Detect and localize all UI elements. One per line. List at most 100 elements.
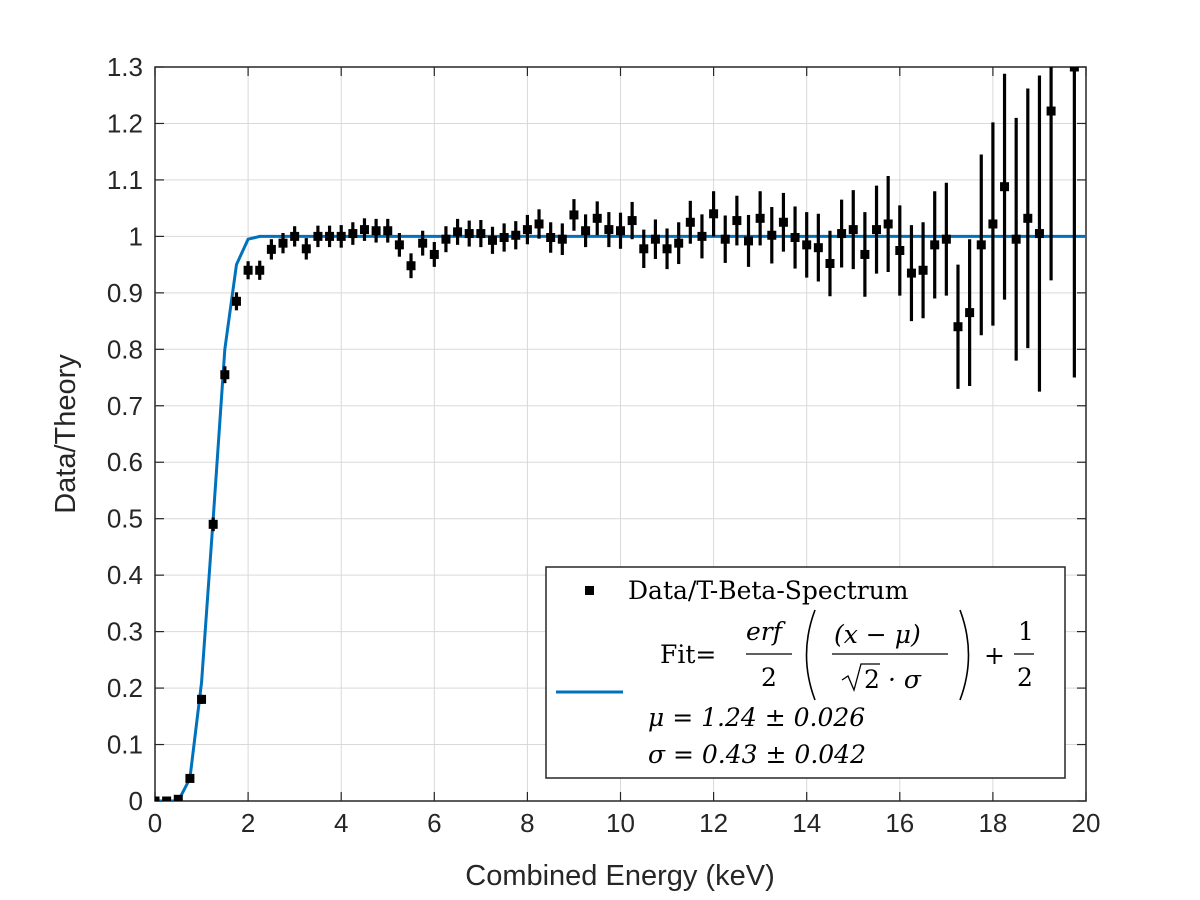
ticks xyxy=(154,66,1087,802)
data-point xyxy=(278,238,288,248)
data-point xyxy=(778,217,788,227)
data-point xyxy=(790,233,800,243)
data-point xyxy=(1069,67,1079,72)
x-tick-label: 8 xyxy=(520,808,534,838)
data-point xyxy=(616,226,625,236)
x-tick-label: 4 xyxy=(334,808,348,838)
data-point xyxy=(185,773,195,783)
x-tick-label: 16 xyxy=(885,808,914,838)
data-point xyxy=(220,370,230,380)
data-point xyxy=(208,519,218,529)
data-point xyxy=(662,244,672,254)
data-point xyxy=(266,244,276,254)
legend-mu-line: μ = 1.24 ± 0.026 xyxy=(648,703,865,732)
data-point xyxy=(290,231,300,241)
data-point xyxy=(348,229,358,239)
data-point xyxy=(487,235,497,245)
data-point xyxy=(453,227,463,237)
left-paren xyxy=(805,609,816,701)
data-point xyxy=(197,694,207,704)
data-point xyxy=(155,796,160,801)
y-tick-label: 0.4 xyxy=(107,560,143,590)
data-point xyxy=(1046,106,1056,116)
legend-data-marker xyxy=(585,586,594,595)
erf-denominator: 2 xyxy=(761,663,777,692)
data-point xyxy=(744,236,754,246)
data-point xyxy=(511,230,521,240)
fit-prefix: Fit= xyxy=(660,640,716,669)
data-point xyxy=(546,233,556,243)
data-point xyxy=(1023,213,1033,223)
x-axis-label: Combined Energy (keV) xyxy=(465,860,774,892)
data-point xyxy=(464,229,474,239)
arg-denominator-rest: · σ xyxy=(888,665,922,694)
y-tick-label: 0.9 xyxy=(107,278,143,308)
data-point xyxy=(359,225,369,235)
data-point xyxy=(429,249,439,259)
data-point xyxy=(941,234,951,244)
legend: Data/T-Beta-Spectrum Fit= erf 2 (x − μ) … xyxy=(545,566,1066,779)
data-point xyxy=(918,265,928,275)
data-point xyxy=(755,213,765,223)
plot-clipped xyxy=(155,67,1086,801)
data-point xyxy=(522,225,532,235)
x-tick-label: 0 xyxy=(148,808,162,838)
data-point xyxy=(243,265,253,275)
data-point xyxy=(255,265,265,275)
erf-numerator: erf xyxy=(746,617,786,646)
legend-data-label: Data/T-Beta-Spectrum xyxy=(628,576,909,605)
data-point xyxy=(906,268,916,278)
data-point xyxy=(848,225,858,235)
data-point xyxy=(441,234,451,244)
legend-sigma-line: σ = 0.43 ± 0.042 xyxy=(648,740,866,769)
y-tick-label: 0.7 xyxy=(107,391,143,421)
data-point xyxy=(592,213,602,223)
x-tick-label: 2 xyxy=(241,808,255,838)
x-tick-label: 10 xyxy=(606,808,635,838)
x-tick-label: 18 xyxy=(978,808,1007,838)
data-point xyxy=(976,240,986,250)
data-point xyxy=(569,210,579,220)
y-tick-label: 0.3 xyxy=(107,617,143,647)
data-point xyxy=(965,308,975,318)
legend-fit-formula: Fit= erf 2 (x − μ) 2 · σ + 1 2 xyxy=(660,609,1034,701)
data-point xyxy=(383,226,393,236)
y-tick-label: 1.2 xyxy=(107,108,143,138)
data-point xyxy=(639,244,649,254)
data-point xyxy=(697,231,707,241)
data-point xyxy=(1011,234,1021,244)
sqrt-sign xyxy=(841,663,880,692)
data-point xyxy=(336,231,346,241)
data-point xyxy=(173,794,183,801)
data-point xyxy=(872,225,882,235)
y-tick-label: 0 xyxy=(129,786,143,816)
data-point xyxy=(581,226,591,236)
data-point xyxy=(1000,182,1010,192)
data-point xyxy=(557,234,567,244)
y-tick-label: 1.1 xyxy=(107,165,143,195)
data-point xyxy=(988,219,998,229)
data-point xyxy=(837,229,847,239)
right-paren xyxy=(959,609,970,701)
x-tick-label: 6 xyxy=(427,808,441,838)
y-tick-label: 0.1 xyxy=(107,730,143,760)
x-tick-label: 14 xyxy=(792,808,821,838)
data-point xyxy=(732,216,742,226)
data-point xyxy=(604,225,614,235)
data-point xyxy=(685,217,695,227)
data-point xyxy=(802,240,812,250)
data-point xyxy=(313,231,323,241)
data-point xyxy=(895,246,905,255)
data-point xyxy=(627,216,637,226)
y-tick-label: 1.3 xyxy=(107,52,143,82)
data-point xyxy=(301,244,311,254)
data-point xyxy=(860,249,870,259)
y-tick-label: 1 xyxy=(129,221,143,251)
x-tick-label: 20 xyxy=(1072,808,1101,838)
half-denominator: 2 xyxy=(1017,663,1033,692)
sqrt-argument: 2 xyxy=(864,665,880,694)
data-point xyxy=(813,243,823,253)
data-point xyxy=(406,261,416,271)
data-point xyxy=(953,322,963,332)
